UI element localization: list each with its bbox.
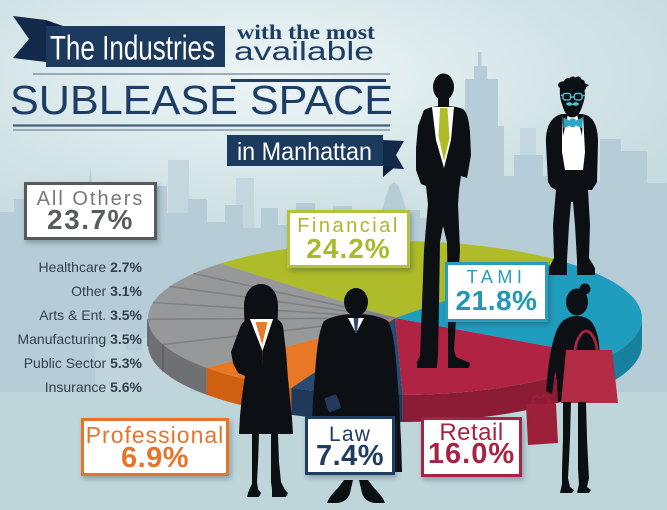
svg-text:in Manhattan: in Manhattan <box>237 138 372 166</box>
svg-text:SUBLEASE SPACE: SUBLEASE SPACE <box>10 77 393 123</box>
svg-text:available: available <box>234 36 374 66</box>
svg-text:with the most: with the most <box>237 20 375 44</box>
svg-text:The Industries: The Industries <box>50 30 215 68</box>
